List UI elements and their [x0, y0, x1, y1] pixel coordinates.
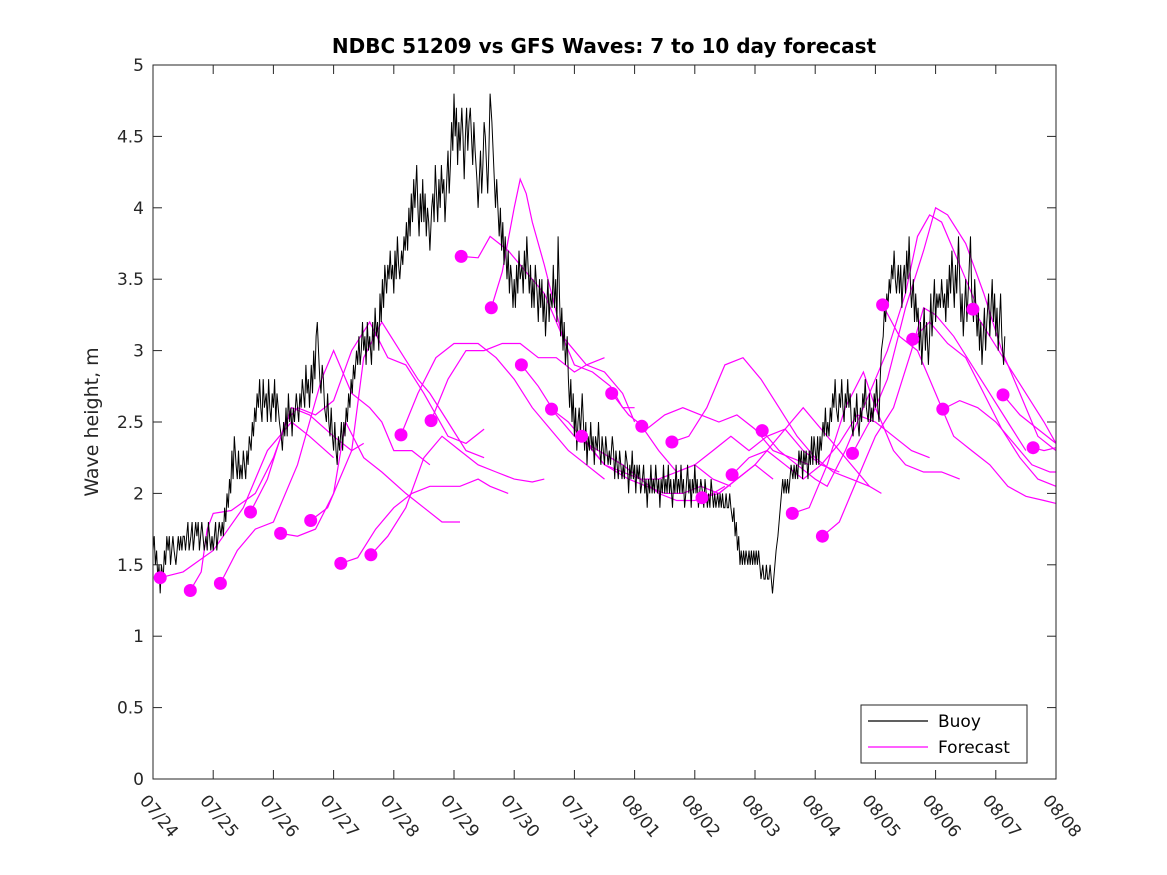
y-tick-label: 0 — [133, 770, 144, 790]
chart-title: NDBC 51209 vs GFS Waves: 7 to 10 day for… — [332, 34, 877, 58]
forecast-marker-21 — [785, 506, 799, 520]
legend-label-1: Forecast — [938, 738, 1010, 758]
y-tick-label: 5 — [133, 56, 144, 76]
forecast-marker-0 — [153, 571, 167, 585]
forecast-marker-11 — [484, 301, 498, 315]
y-axis-label: Wave height, m — [81, 347, 103, 496]
y-tick-label: 3.5 — [117, 270, 144, 290]
forecast-line-7 — [370, 435, 545, 556]
y-tick-label: 2.5 — [117, 413, 144, 433]
forecast-marker-28 — [996, 388, 1010, 402]
forecast-marker-3 — [244, 505, 257, 519]
forecast-marker-4 — [274, 526, 288, 540]
forecast-line-24 — [882, 304, 1057, 504]
forecast-marker-2 — [213, 576, 227, 590]
forecast-marker-1 — [183, 584, 197, 597]
forecast-marker-26 — [936, 402, 950, 416]
forecast-line-9 — [430, 342, 605, 421]
legend-label-0: Buoy — [938, 712, 981, 732]
forecast-line-27 — [972, 308, 1057, 444]
legend-box — [860, 704, 1028, 764]
forecast-marker-5 — [304, 514, 318, 527]
forecast-marker-24 — [876, 298, 890, 312]
forecast-marker-15 — [605, 386, 619, 400]
forecast-marker-12 — [514, 358, 528, 372]
forecast-marker-16 — [635, 419, 649, 433]
forecast-marker-19 — [725, 468, 739, 482]
forecast-line-25 — [912, 321, 1057, 487]
forecast-line-11 — [490, 177, 636, 423]
forecast-line-8 — [400, 342, 605, 480]
y-tick-label: 0.5 — [117, 699, 144, 719]
forecast-line-23 — [851, 206, 1057, 454]
forecast-line-26 — [942, 399, 1056, 473]
forecast-line-22 — [822, 306, 1027, 537]
forecast-marker-20 — [755, 424, 769, 438]
y-tick-label: 4.5 — [117, 127, 144, 147]
forecast-line-17 — [671, 356, 870, 487]
y-tick-label: 4 — [133, 199, 144, 219]
forecast-marker-10 — [454, 249, 468, 263]
buoy-line — [152, 93, 1006, 594]
forecast-line-4 — [280, 420, 460, 537]
forecast-marker-13 — [545, 402, 558, 416]
forecast-marker-8 — [394, 428, 408, 442]
legend: Buoy Forecast — [860, 704, 1028, 764]
forecast-marker-23 — [846, 446, 859, 460]
y-tick-label: 1.5 — [117, 556, 144, 576]
forecast-marker-29 — [1026, 441, 1040, 455]
forecast-marker-6 — [334, 556, 348, 570]
forecast-marker-7 — [364, 548, 378, 562]
forecast-line-18 — [701, 406, 882, 499]
forecast-marker-17 — [665, 435, 679, 449]
y-tick-label: 3 — [133, 342, 144, 362]
y-tick-label: 2 — [133, 484, 144, 504]
forecast-line-28 — [1002, 394, 1057, 444]
forecast-marker-18 — [695, 491, 709, 505]
forecast-marker-9 — [424, 414, 438, 428]
forecast-marker-25 — [906, 332, 920, 346]
forecast-line-2 — [219, 349, 431, 584]
forecast-marker-22 — [815, 529, 829, 543]
plot-area — [152, 93, 1057, 597]
forecast-line-5 — [310, 320, 485, 521]
forecast-line-6 — [340, 478, 509, 564]
forecast-marker-14 — [575, 429, 589, 443]
forecast-marker-27 — [966, 302, 980, 316]
y-tick-label: 1 — [133, 627, 144, 647]
